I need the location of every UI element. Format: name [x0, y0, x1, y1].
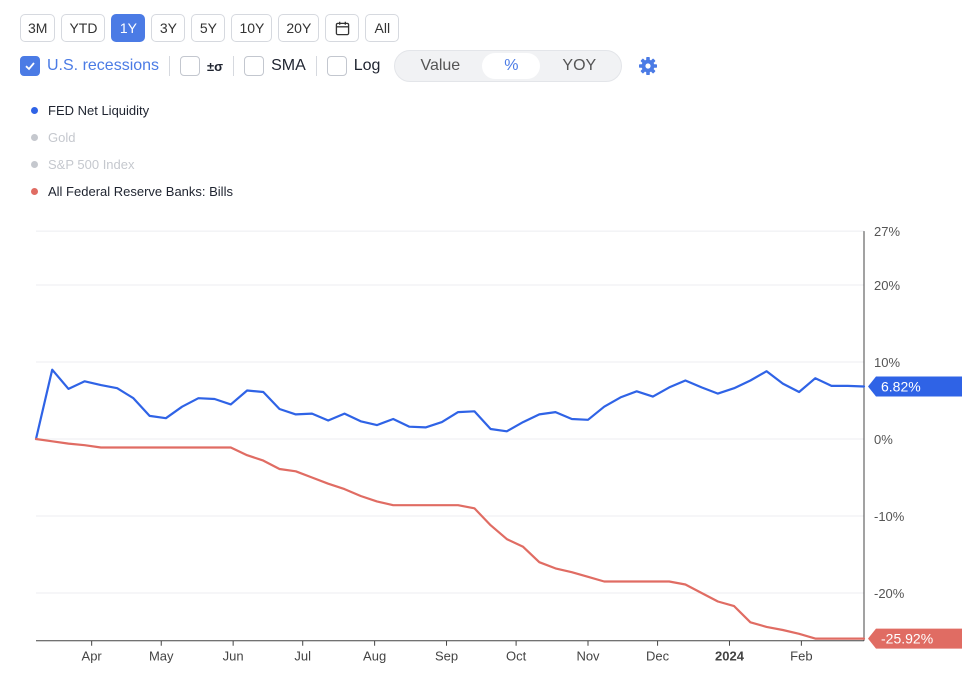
legend-label: All Federal Reserve Banks: Bills	[48, 184, 233, 199]
legend-dot	[31, 107, 38, 114]
recessions-checkbox[interactable]	[20, 56, 40, 76]
legend-dot	[31, 188, 38, 195]
x-tick-label: Jul	[294, 649, 311, 664]
range-button-20y[interactable]: 20Y	[278, 14, 320, 42]
divider	[233, 56, 235, 76]
last-value-tag-fed-bills	[868, 628, 962, 649]
x-tick-label: Apr	[82, 649, 103, 664]
legend-item-fed-bills[interactable]: All Federal Reserve Banks: Bills	[31, 178, 233, 205]
mode-yoy[interactable]: YOY	[562, 57, 597, 74]
x-tick-label: 2024	[715, 649, 745, 664]
chart-legend: FED Net Liquidity Gold S&P 500 Index All…	[31, 97, 233, 205]
y-tick-label: 20%	[874, 278, 900, 293]
series-line-fed-net-liquidity	[34, 368, 866, 441]
x-tick-label: Dec	[646, 649, 670, 664]
y-tick-label: 10%	[874, 355, 900, 370]
legend-item-gold[interactable]: Gold	[31, 124, 233, 151]
y-tick-label: 27%	[874, 224, 900, 239]
settings-button[interactable]	[638, 56, 658, 76]
legend-dot	[31, 161, 38, 168]
range-button-1y[interactable]: 1Y	[111, 14, 146, 42]
range-selector: 3M YTD 1Y 3Y 5Y 10Y 20Y All	[20, 14, 400, 42]
gear-icon	[639, 57, 658, 75]
series-line-fed-bills	[34, 437, 866, 640]
range-button-3y[interactable]: 3Y	[151, 14, 186, 42]
log-checkbox[interactable]	[326, 56, 347, 76]
x-tick-label: Sep	[435, 649, 458, 664]
calendar-icon	[335, 21, 350, 35]
last-value-label: 6.82%	[881, 378, 921, 394]
legend-item-fed-net-liquidity[interactable]: FED Net Liquidity	[31, 97, 233, 124]
recessions-label[interactable]: U.S. recessions	[47, 57, 160, 74]
mode-percent[interactable]: %	[482, 53, 541, 79]
y-tick-label: -10%	[874, 509, 905, 524]
legend-label: Gold	[48, 130, 76, 145]
sigma-checkbox[interactable]	[180, 56, 201, 76]
last-value-tag-fed-net-liquidity	[868, 376, 962, 397]
range-button-3m[interactable]: 3M	[20, 14, 56, 42]
x-tick-label: Feb	[790, 649, 812, 664]
last-value-label: -25.92%	[881, 631, 933, 647]
sigma-label[interactable]: ±σ	[207, 58, 224, 74]
legend-label: FED Net Liquidity	[48, 103, 150, 118]
checkmark-icon	[25, 62, 35, 71]
divider	[169, 56, 171, 76]
legend-dot	[31, 134, 38, 141]
sma-label[interactable]: SMA	[271, 57, 306, 74]
custom-range-button[interactable]	[325, 14, 360, 42]
range-button-10y[interactable]: 10Y	[231, 14, 273, 42]
range-button-all[interactable]: All	[365, 14, 400, 42]
y-tick-label: -20%	[874, 586, 905, 601]
x-tick-label: Nov	[576, 649, 600, 664]
log-label[interactable]: Log	[353, 57, 381, 74]
divider	[315, 56, 317, 76]
x-tick-label: May	[149, 649, 174, 664]
mode-toggle: Value % YOY	[394, 50, 623, 82]
y-tick-label: 0%	[874, 432, 893, 447]
legend-item-sp500[interactable]: S&P 500 Index	[31, 151, 233, 178]
x-tick-label: Jun	[223, 649, 244, 664]
range-button-5y[interactable]: 5Y	[191, 14, 226, 42]
mode-value[interactable]: Value	[420, 57, 461, 74]
x-tick-label: Oct	[506, 649, 527, 664]
sma-checkbox[interactable]	[244, 56, 265, 76]
legend-label: S&P 500 Index	[48, 157, 135, 172]
x-tick-label: Aug	[363, 649, 386, 664]
chart-options: U.S. recessions ±σ SMA Log Value % YOY	[20, 49, 658, 83]
range-button-ytd[interactable]: YTD	[61, 14, 106, 42]
